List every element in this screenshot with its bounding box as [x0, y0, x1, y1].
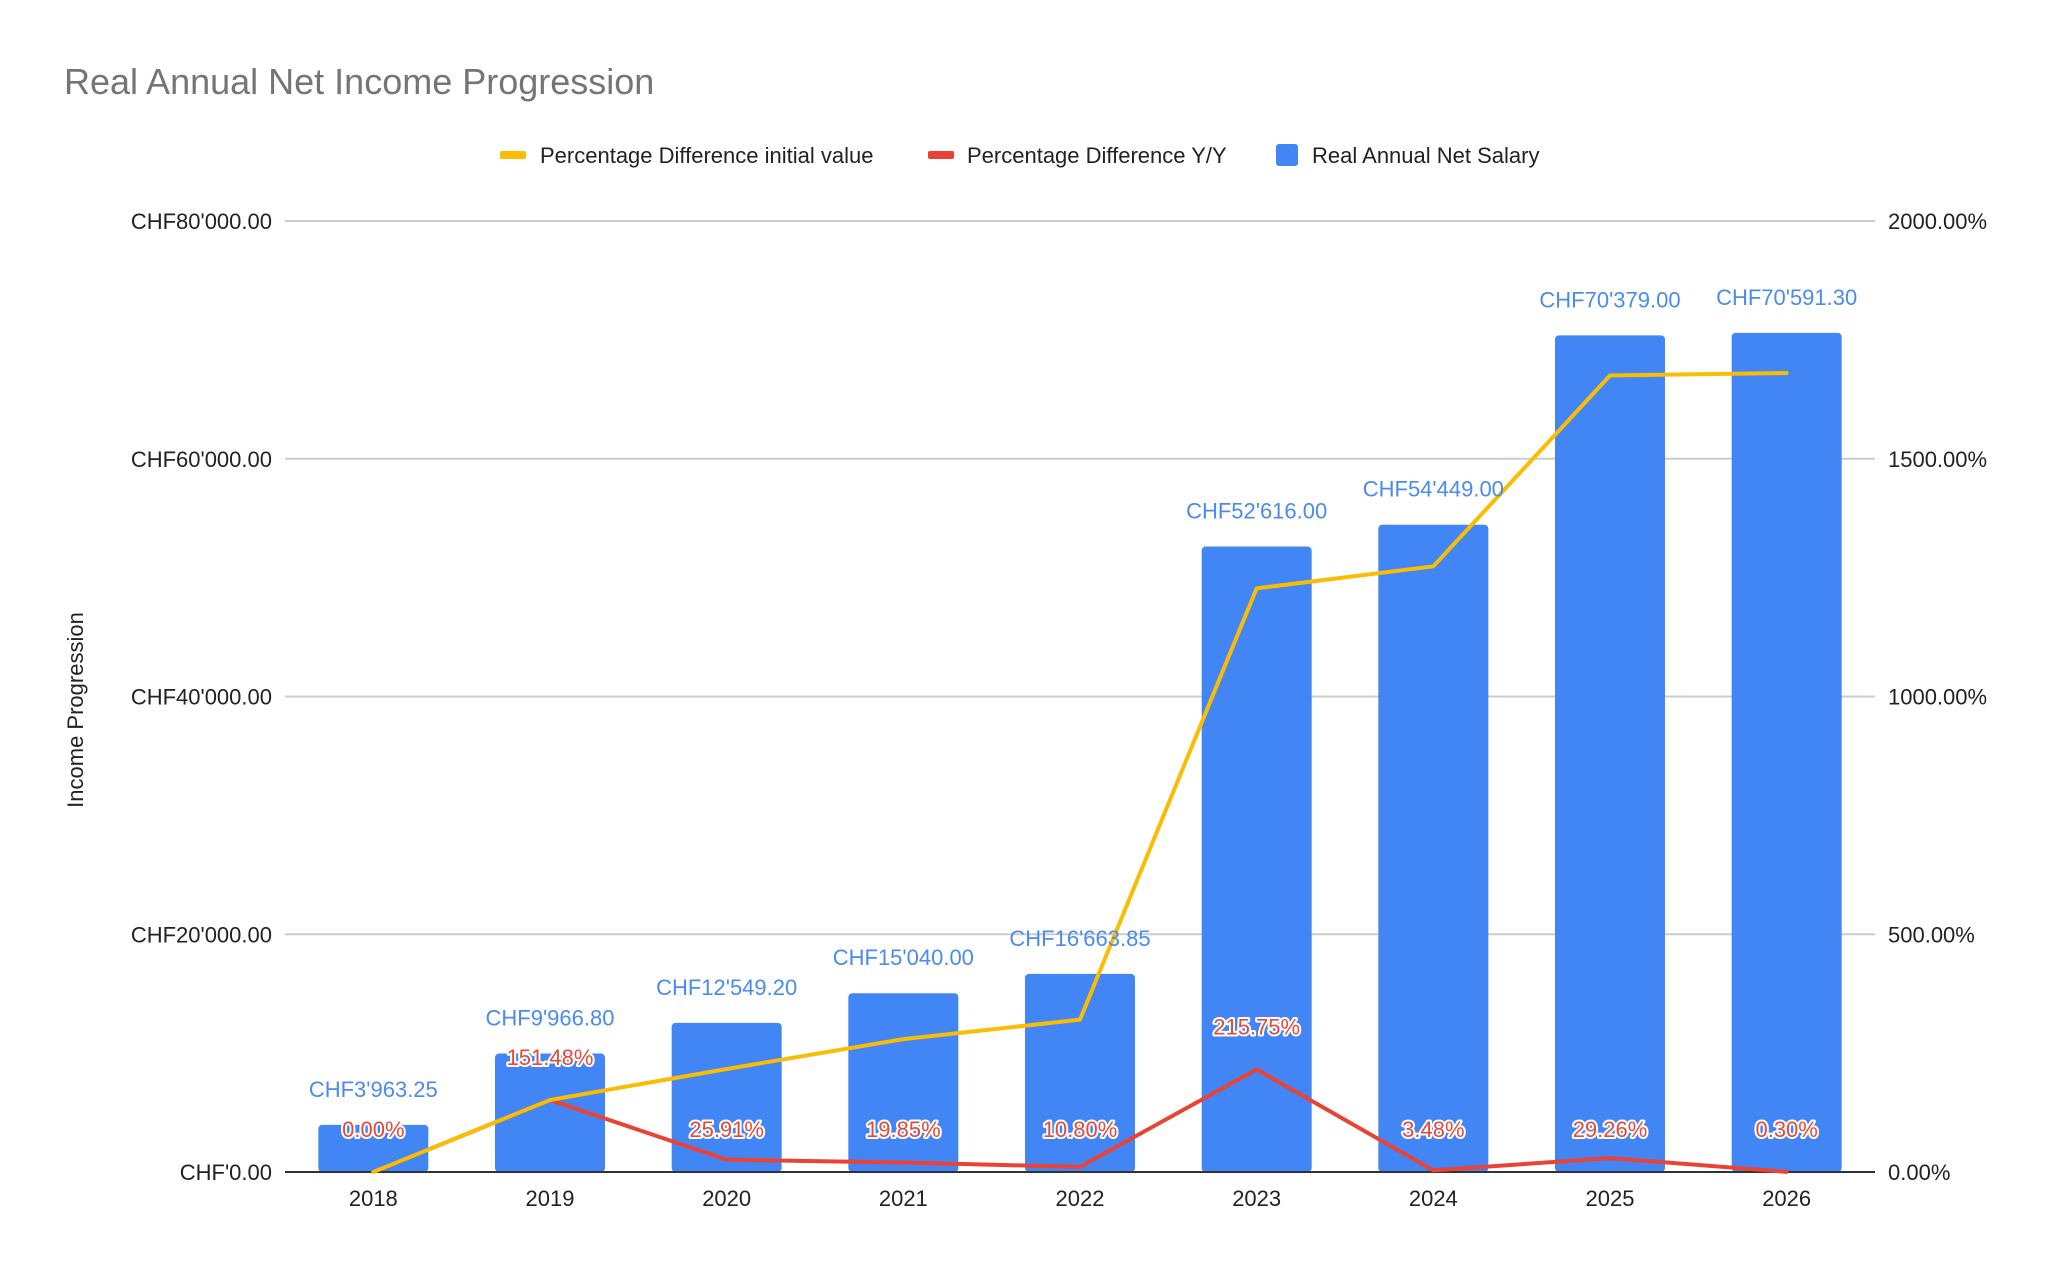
- bar-2026[interactable]: [1731, 332, 1842, 1172]
- bar-value-label: CHF70'591.30: [1716, 285, 1857, 310]
- bar-value-label: CHF9'966.80: [486, 1006, 615, 1031]
- x-tick-label: 2026: [1762, 1186, 1811, 1211]
- y2-tick-label: 1000.00%: [1888, 685, 1987, 710]
- legend-item-initial[interactable]: Percentage Difference initial value: [500, 143, 873, 168]
- yy-value-label: 0.30%: [1755, 1117, 1817, 1142]
- y2-tick-label: 0.00%: [1888, 1160, 1950, 1185]
- y-axis-title: Income Progression: [63, 612, 88, 808]
- line-percentage-difference-yy[interactable]: [371, 1067, 1789, 1174]
- bar-value-labels: CHF3'963.25 CHF9'966.80 CHF12'549.20 CHF15'…: [309, 285, 1857, 1102]
- bar-2025[interactable]: [1555, 335, 1665, 1172]
- legend-swatch-yy: [928, 151, 954, 159]
- yy-value-label: 25.91%: [689, 1117, 764, 1142]
- left-axis-ticks: CHF'0.00 CHF20'000.00 CHF40'000.00 CHF60'00…: [131, 209, 272, 1185]
- bar-2021[interactable]: [848, 993, 959, 1172]
- y2-tick-label: 2000.00%: [1888, 209, 1987, 234]
- y2-tick-label: 1500.00%: [1888, 447, 1987, 472]
- yy-value-labels: 0.00% 151.48% 25.91% 19.85% 10.80% 215.75% 3.4…: [340, 1012, 1820, 1144]
- legend-label-salary: Real Annual Net Salary: [1312, 143, 1539, 168]
- y-tick-label: CHF'0.00: [180, 1160, 272, 1185]
- chart-title: Real Annual Net Income Progression: [64, 61, 654, 102]
- y-tick-label: CHF40'000.00: [131, 685, 272, 710]
- line-percentage-difference-initial[interactable]: [371, 370, 1789, 1174]
- legend-swatch-initial: [500, 151, 526, 159]
- bar-2023[interactable]: [1201, 546, 1312, 1172]
- yy-value-label: 29.26%: [1573, 1117, 1648, 1142]
- x-tick-label: 2025: [1586, 1186, 1635, 1211]
- y-tick-label: CHF80'000.00: [131, 209, 272, 234]
- x-tick-label: 2018: [349, 1186, 398, 1211]
- right-axis-ticks: 0.00% 500.00% 1000.00% 1500.00% 2000.00%: [1888, 209, 1987, 1185]
- x-tick-label: 2021: [879, 1186, 928, 1211]
- legend-item-salary[interactable]: Real Annual Net Salary: [1276, 143, 1539, 168]
- legend-swatch-salary: [1276, 144, 1298, 166]
- bar-value-label: CHF70'379.00: [1539, 287, 1680, 312]
- bar-value-label: CHF16'663.85: [1009, 926, 1150, 951]
- x-axis-ticks: 2018 2019 2020 2021 2022 2023 2024 2025 2026: [349, 1186, 1811, 1211]
- legend-label-initial: Percentage Difference initial value: [540, 143, 873, 168]
- bar-2024[interactable]: [1378, 524, 1489, 1172]
- y-tick-label: CHF60'000.00: [131, 447, 272, 472]
- bar-value-label: CHF3'963.25: [309, 1077, 438, 1102]
- x-tick-label: 2022: [1056, 1186, 1105, 1211]
- yy-value-label: 3.48%: [1402, 1117, 1464, 1142]
- y-tick-label: CHF20'000.00: [131, 922, 272, 947]
- bar-2022[interactable]: [1025, 973, 1135, 1172]
- x-tick-label: 2019: [526, 1186, 575, 1211]
- yy-value-label: 151.48%: [507, 1045, 594, 1070]
- yy-value-label: 215.75%: [1213, 1014, 1300, 1039]
- yy-value-label: 19.85%: [866, 1117, 941, 1142]
- legend: Percentage Difference initial value Perc…: [500, 143, 1539, 168]
- bar-value-label: CHF54'449.00: [1363, 477, 1504, 502]
- bar-value-label: CHF52'616.00: [1186, 499, 1327, 524]
- lines: [371, 370, 1789, 1174]
- bar-value-label: CHF15'040.00: [833, 945, 974, 970]
- legend-label-yy: Percentage Difference Y/Y: [967, 143, 1227, 168]
- x-tick-label: 2020: [702, 1186, 751, 1211]
- bar-2020[interactable]: [671, 1022, 782, 1172]
- yy-value-label: 0.00%: [342, 1117, 404, 1142]
- yy-value-label: 10.80%: [1043, 1117, 1118, 1142]
- y2-tick-label: 500.00%: [1888, 922, 1975, 947]
- bar-2019[interactable]: [495, 1053, 605, 1172]
- legend-item-yy[interactable]: Percentage Difference Y/Y: [928, 143, 1227, 168]
- x-tick-label: 2024: [1409, 1186, 1458, 1211]
- bar-value-label: CHF12'549.20: [656, 975, 797, 1000]
- x-tick-label: 2023: [1232, 1186, 1281, 1211]
